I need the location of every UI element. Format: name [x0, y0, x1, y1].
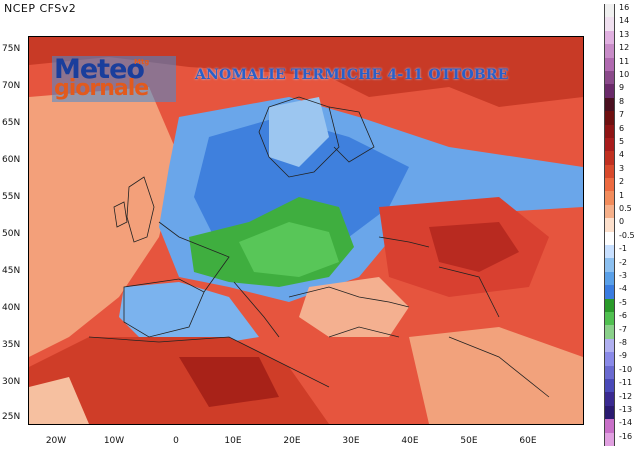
color-scale-label: 3 — [619, 163, 625, 173]
color-scale-swatch — [604, 245, 615, 259]
color-scale-swatch — [604, 111, 615, 125]
color-scale-label: 12 — [619, 43, 630, 53]
color-scale-swatch — [604, 365, 615, 379]
color-scale-swatch — [604, 419, 615, 433]
color-scale-swatch — [604, 338, 615, 353]
color-scale-label: 16 — [619, 3, 630, 12]
color-scale-swatch — [604, 84, 615, 98]
color-scale-label: -6 — [619, 311, 627, 321]
color-scale-label: -14 — [619, 418, 633, 428]
lon-label: 20E — [283, 436, 301, 446]
color-scale-label: 5 — [619, 137, 625, 146]
color-scale-label: 0 — [619, 217, 625, 227]
color-scale-label: 8 — [619, 96, 625, 106]
lat-label: 40N — [2, 303, 21, 313]
color-scale-label: 1 — [619, 190, 625, 200]
lon-label: 40E — [401, 436, 419, 446]
color-scale-swatch — [604, 178, 615, 192]
lat-label: 75N — [2, 44, 21, 54]
color-scale-label: 14 — [619, 16, 630, 26]
color-scale-label: 10 — [619, 70, 630, 79]
logo-mark: Mtg — [134, 58, 150, 66]
color-scale-swatch — [604, 124, 615, 138]
lat-label: 55N — [2, 192, 21, 202]
logo-line2: giornale — [54, 76, 149, 101]
lon-label: 60E — [519, 436, 537, 446]
lon-label: 0 — [173, 436, 179, 446]
color-scale-label: -10 — [619, 364, 633, 374]
lat-label: 60N — [2, 155, 21, 165]
color-scale-swatch — [604, 218, 615, 232]
color-scale-swatch — [604, 97, 615, 112]
color-scale-label: -3 — [619, 271, 627, 280]
color-scale-swatch — [604, 311, 615, 326]
color-scale-swatch — [604, 57, 615, 71]
model-source-label: NCEP CFSv2 — [4, 2, 77, 15]
color-scale-swatch — [604, 17, 615, 31]
lat-label: 25N — [2, 412, 21, 422]
lon-label: 50E — [460, 436, 478, 446]
lat-label: 30N — [2, 377, 21, 387]
color-scale-swatch — [604, 231, 615, 246]
color-scale-label: -7 — [619, 324, 627, 334]
color-scale-label: 9 — [619, 83, 625, 93]
color-scale-swatch — [604, 271, 615, 286]
color-scale-label: -4 — [619, 284, 627, 294]
color-scale-label: 0.5 — [619, 204, 632, 213]
color-scale-label: -0.5 — [619, 230, 635, 240]
color-scale-swatch — [604, 70, 615, 85]
color-scale-label: 7 — [619, 110, 625, 120]
meteogiornale-logo: Meteo Mtg giornale — [52, 54, 176, 102]
color-scale-swatch — [604, 137, 615, 152]
color-scale-label: -2 — [619, 257, 627, 267]
color-scale-swatch — [604, 151, 615, 165]
logo-line1: Meteo — [54, 54, 145, 85]
color-scale-swatch — [604, 298, 615, 312]
color-scale-swatch — [604, 191, 615, 205]
color-scale-swatch — [604, 285, 615, 299]
lon-label: 10W — [103, 436, 125, 446]
lat-label: 70N — [2, 81, 21, 91]
lon-label: 20W — [45, 436, 67, 446]
color-scale-swatch — [604, 325, 615, 339]
color-scale-label: 6 — [619, 123, 625, 133]
color-scale-bar — [604, 4, 615, 446]
color-scale-swatch — [604, 352, 615, 366]
color-scale-label: -8 — [619, 338, 627, 347]
color-scale-swatch — [604, 164, 615, 179]
color-scale-swatch — [604, 258, 615, 272]
color-scale-swatch — [604, 44, 615, 58]
lat-label: 45N — [2, 266, 21, 276]
color-scale-label: -11 — [619, 378, 633, 388]
color-scale-swatch — [604, 405, 615, 420]
color-scale-label: -12 — [619, 391, 633, 401]
color-scale-label: -1 — [619, 244, 627, 254]
color-scale-label: -9 — [619, 351, 627, 361]
color-scale-label: 13 — [619, 29, 630, 39]
color-scale-swatch — [604, 432, 615, 446]
map-title: ANOMALIE TERMICHE 4-11 OTTOBRE — [195, 67, 509, 83]
color-scale-label: -13 — [619, 405, 633, 414]
color-scale-label: -5 — [619, 297, 627, 307]
color-scale-swatch — [604, 4, 615, 18]
lon-label: 10E — [224, 436, 242, 446]
lat-label: 50N — [2, 229, 21, 239]
color-scale-swatch — [604, 378, 615, 393]
color-scale-swatch — [604, 392, 615, 406]
lat-label: 65N — [2, 118, 21, 128]
lon-label: 30E — [342, 436, 360, 446]
color-scale-label: 11 — [619, 56, 630, 66]
color-scale-label: 4 — [619, 150, 625, 160]
color-scale-label: 2 — [619, 177, 625, 187]
color-scale-label: -16 — [619, 431, 633, 441]
color-scale-swatch — [604, 30, 615, 45]
color-scale-swatch — [604, 204, 615, 219]
lat-label: 35N — [2, 340, 21, 350]
